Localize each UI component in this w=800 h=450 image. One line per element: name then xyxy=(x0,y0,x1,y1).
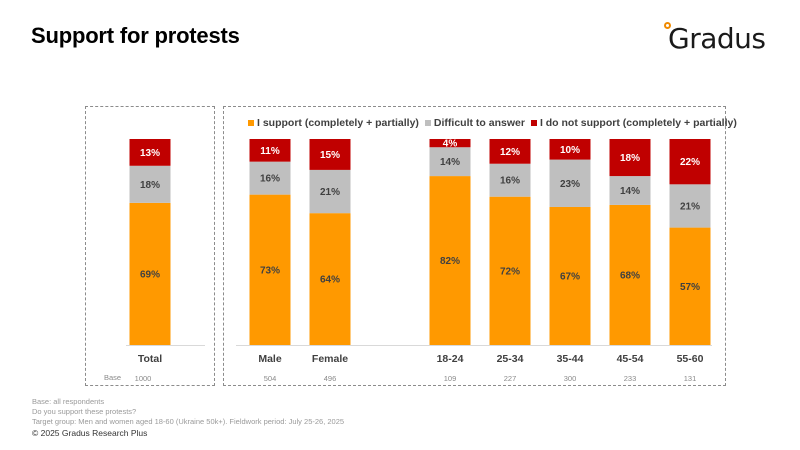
data-label: 67% xyxy=(560,271,580,282)
category-label: 35-44 xyxy=(557,353,584,365)
data-label: 21% xyxy=(680,201,700,212)
base-value: 131 xyxy=(684,374,697,383)
data-label: 57% xyxy=(680,282,700,293)
bar-segment-difficult xyxy=(489,163,531,197)
category-label: 18-24 xyxy=(437,353,464,365)
base-value: 233 xyxy=(624,374,637,383)
bar-segment-difficult xyxy=(609,176,651,205)
category-label: Total xyxy=(138,353,162,365)
base-value: 496 xyxy=(324,374,337,383)
base-value: 1000 xyxy=(135,374,152,383)
data-label: 23% xyxy=(560,179,580,190)
legend-item-difficult: Difficult to answer xyxy=(424,117,525,129)
bar-segment-support xyxy=(129,202,171,345)
data-label: 82% xyxy=(440,256,460,267)
bar-segment-support xyxy=(489,196,531,345)
bar-segment-difficult xyxy=(549,159,591,207)
data-label: 22% xyxy=(680,157,700,168)
data-label: 13% xyxy=(140,148,160,159)
legend-label-difficult: Difficult to answer xyxy=(433,117,525,129)
data-label: 64% xyxy=(320,275,340,286)
data-label: 15% xyxy=(320,150,340,161)
data-label: 73% xyxy=(260,265,280,276)
base-value: 109 xyxy=(444,374,457,383)
logo-text: Gradus xyxy=(668,22,766,55)
data-label: 4% xyxy=(443,139,458,150)
bar-segment-support xyxy=(669,227,711,345)
bar-segment-not-support xyxy=(309,139,351,170)
data-label: 16% xyxy=(260,174,280,185)
bar-segment-not-support xyxy=(429,139,471,148)
bar-segment-difficult xyxy=(429,147,471,177)
base-value: 300 xyxy=(564,374,577,383)
data-label: 69% xyxy=(140,269,160,280)
category-label: 45-54 xyxy=(617,353,644,365)
bar-segment-difficult xyxy=(309,169,351,214)
data-label: 72% xyxy=(500,266,520,277)
legend-label-not-support: I do not support (completely + partially… xyxy=(539,117,737,129)
total-panel xyxy=(85,106,215,386)
chart-legend: I support (completely + partially) Diffi… xyxy=(248,117,737,129)
bar-segment-support xyxy=(429,176,471,345)
bar-segment-not-support xyxy=(609,139,651,177)
data-label: 14% xyxy=(440,157,460,168)
bar-segment-difficult xyxy=(249,161,291,195)
category-label: 55-60 xyxy=(677,353,704,365)
note-target: Target group: Men and women aged 18-60 (… xyxy=(32,417,345,426)
data-label: 18% xyxy=(140,180,160,191)
note-base: Base: all respondents xyxy=(32,397,105,406)
bar-segment-not-support xyxy=(249,139,291,162)
bar-segment-difficult xyxy=(669,184,711,228)
legend-item-support: I support (completely + partially) xyxy=(248,117,419,129)
bar-segment-support xyxy=(309,213,351,345)
bar-segment-not-support xyxy=(129,139,171,166)
page-title: Support for protests xyxy=(31,23,240,48)
legend-item-not-support: I do not support (completely + partially… xyxy=(530,117,737,129)
data-label: 11% xyxy=(260,146,280,157)
logo-dot-icon xyxy=(664,22,671,29)
bar-segment-support xyxy=(549,206,591,345)
data-label: 14% xyxy=(620,186,640,197)
base-row-label: Base xyxy=(104,373,122,382)
bar-segment-not-support xyxy=(549,139,591,160)
bar-segment-support xyxy=(249,194,291,345)
category-label: Female xyxy=(312,353,348,365)
bar-segment-not-support xyxy=(489,139,531,164)
bar-segment-not-support xyxy=(669,139,711,185)
base-value: 504 xyxy=(264,374,277,383)
legend-swatch-difficult xyxy=(424,120,431,126)
category-label: 25-34 xyxy=(497,353,524,365)
bar-segment-difficult xyxy=(129,165,171,203)
data-label: 10% xyxy=(560,145,580,156)
bar-segment-support xyxy=(609,204,651,345)
note-question: Do you support these protests? xyxy=(32,407,137,416)
category-label: Male xyxy=(258,353,282,365)
copyright: © 2025 Gradus Research Plus xyxy=(32,428,148,438)
data-label: 12% xyxy=(500,147,520,158)
breakdown-panel xyxy=(223,106,726,386)
legend-label-support: I support (completely + partially) xyxy=(257,117,419,129)
base-value: 227 xyxy=(504,374,517,383)
data-label: 18% xyxy=(620,153,640,164)
data-label: 16% xyxy=(500,176,520,187)
legend-swatch-not-support xyxy=(530,120,537,126)
legend-swatch-support xyxy=(248,120,254,126)
data-label: 21% xyxy=(320,187,340,198)
data-label: 68% xyxy=(620,270,640,281)
